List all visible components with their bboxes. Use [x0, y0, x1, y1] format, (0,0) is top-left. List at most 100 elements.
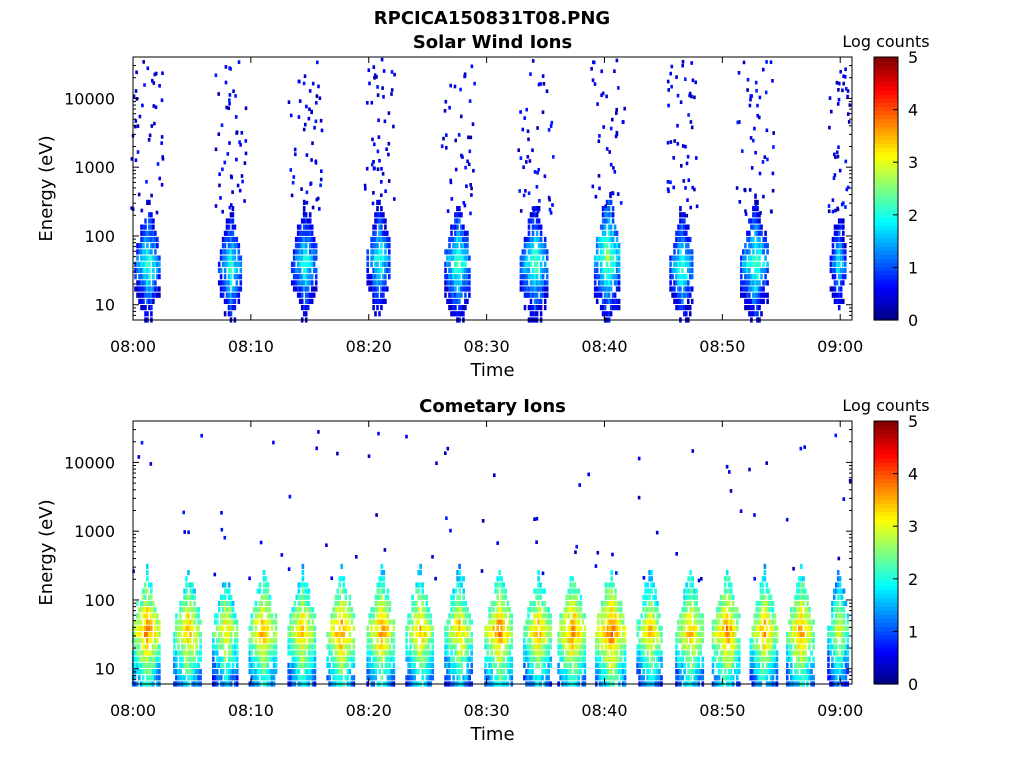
- cell: [142, 286, 145, 292]
- cell: [415, 619, 418, 625]
- cell: [535, 662, 538, 668]
- y-axis-label: Energy (eV): [36, 135, 57, 241]
- cell: [835, 267, 839, 274]
- cell: [764, 236, 767, 243]
- cell: [378, 199, 381, 205]
- cell: [650, 662, 653, 668]
- cell: [150, 218, 153, 224]
- speckle: [838, 81, 841, 86]
- burst-4: [440, 64, 476, 323]
- cell: [332, 619, 335, 625]
- cell: [644, 613, 647, 619]
- cell: [679, 230, 682, 236]
- speckle: [754, 150, 757, 155]
- cell: [336, 675, 339, 681]
- cell: [409, 638, 412, 644]
- cell: [749, 656, 753, 662]
- cell: [352, 644, 356, 650]
- cell: [687, 576, 690, 582]
- cell: [529, 298, 533, 304]
- cell: [609, 224, 613, 230]
- cell: [527, 638, 530, 644]
- cell: [376, 638, 380, 644]
- cell: [140, 249, 143, 255]
- cell: [380, 650, 384, 656]
- cell: [221, 669, 225, 675]
- speckle: [587, 472, 590, 477]
- speckle: [604, 204, 607, 209]
- colorbar-tick-label: 4: [908, 101, 918, 120]
- cell: [654, 650, 657, 656]
- cell: [756, 199, 759, 205]
- cell: [604, 631, 608, 638]
- cell: [268, 656, 272, 662]
- cell: [199, 650, 202, 656]
- cell: [695, 669, 698, 675]
- cell: [368, 619, 371, 625]
- cell: [260, 631, 264, 638]
- cell: [374, 662, 378, 668]
- cell: [219, 255, 223, 261]
- cell: [460, 261, 463, 267]
- cell: [310, 243, 314, 249]
- cell: [304, 212, 308, 218]
- cell: [738, 644, 741, 650]
- cell: [539, 292, 543, 298]
- cell: [839, 249, 843, 255]
- cell: [617, 280, 621, 286]
- cell: [388, 675, 392, 681]
- cell: [148, 662, 151, 668]
- cell: [310, 230, 314, 236]
- speckle: [182, 510, 185, 515]
- cell: [563, 644, 566, 650]
- cell: [742, 286, 745, 292]
- cell: [148, 582, 151, 588]
- speckle: [315, 197, 319, 202]
- cell: [158, 650, 161, 656]
- speckle: [149, 462, 153, 466]
- cell: [711, 656, 715, 662]
- cell: [675, 656, 678, 662]
- cell: [541, 274, 545, 280]
- cell: [525, 261, 529, 267]
- cell: [142, 243, 145, 249]
- cell: [348, 650, 352, 656]
- cell: [346, 625, 350, 631]
- cell: [332, 638, 335, 644]
- cell: [466, 644, 469, 650]
- speckle: [666, 187, 670, 192]
- cell: [595, 267, 599, 274]
- colorbar-title: Log counts: [842, 32, 929, 51]
- cell: [658, 656, 661, 662]
- speckle: [837, 145, 840, 150]
- cell: [254, 650, 258, 656]
- cell: [537, 588, 540, 594]
- cell: [533, 625, 536, 631]
- cell: [761, 613, 765, 619]
- cell: [537, 613, 540, 619]
- cell: [688, 249, 692, 255]
- cell: [293, 644, 297, 650]
- cell: [752, 292, 755, 298]
- cell: [312, 236, 316, 243]
- cell: [597, 638, 600, 644]
- cell: [607, 212, 611, 218]
- cell: [456, 255, 459, 261]
- cell: [764, 243, 767, 249]
- cell: [729, 644, 733, 650]
- cell: [225, 280, 229, 286]
- cell: [748, 286, 751, 292]
- cell: [689, 638, 692, 644]
- cell: [427, 638, 431, 644]
- speckle: [655, 530, 659, 535]
- speckle: [598, 134, 601, 138]
- cell: [607, 249, 611, 255]
- cell: [577, 619, 581, 625]
- cell: [376, 274, 379, 280]
- cell: [374, 218, 377, 224]
- cell: [141, 675, 145, 681]
- speckle: [372, 65, 376, 69]
- cell: [458, 570, 461, 576]
- speckle: [523, 116, 526, 120]
- cell: [614, 625, 617, 631]
